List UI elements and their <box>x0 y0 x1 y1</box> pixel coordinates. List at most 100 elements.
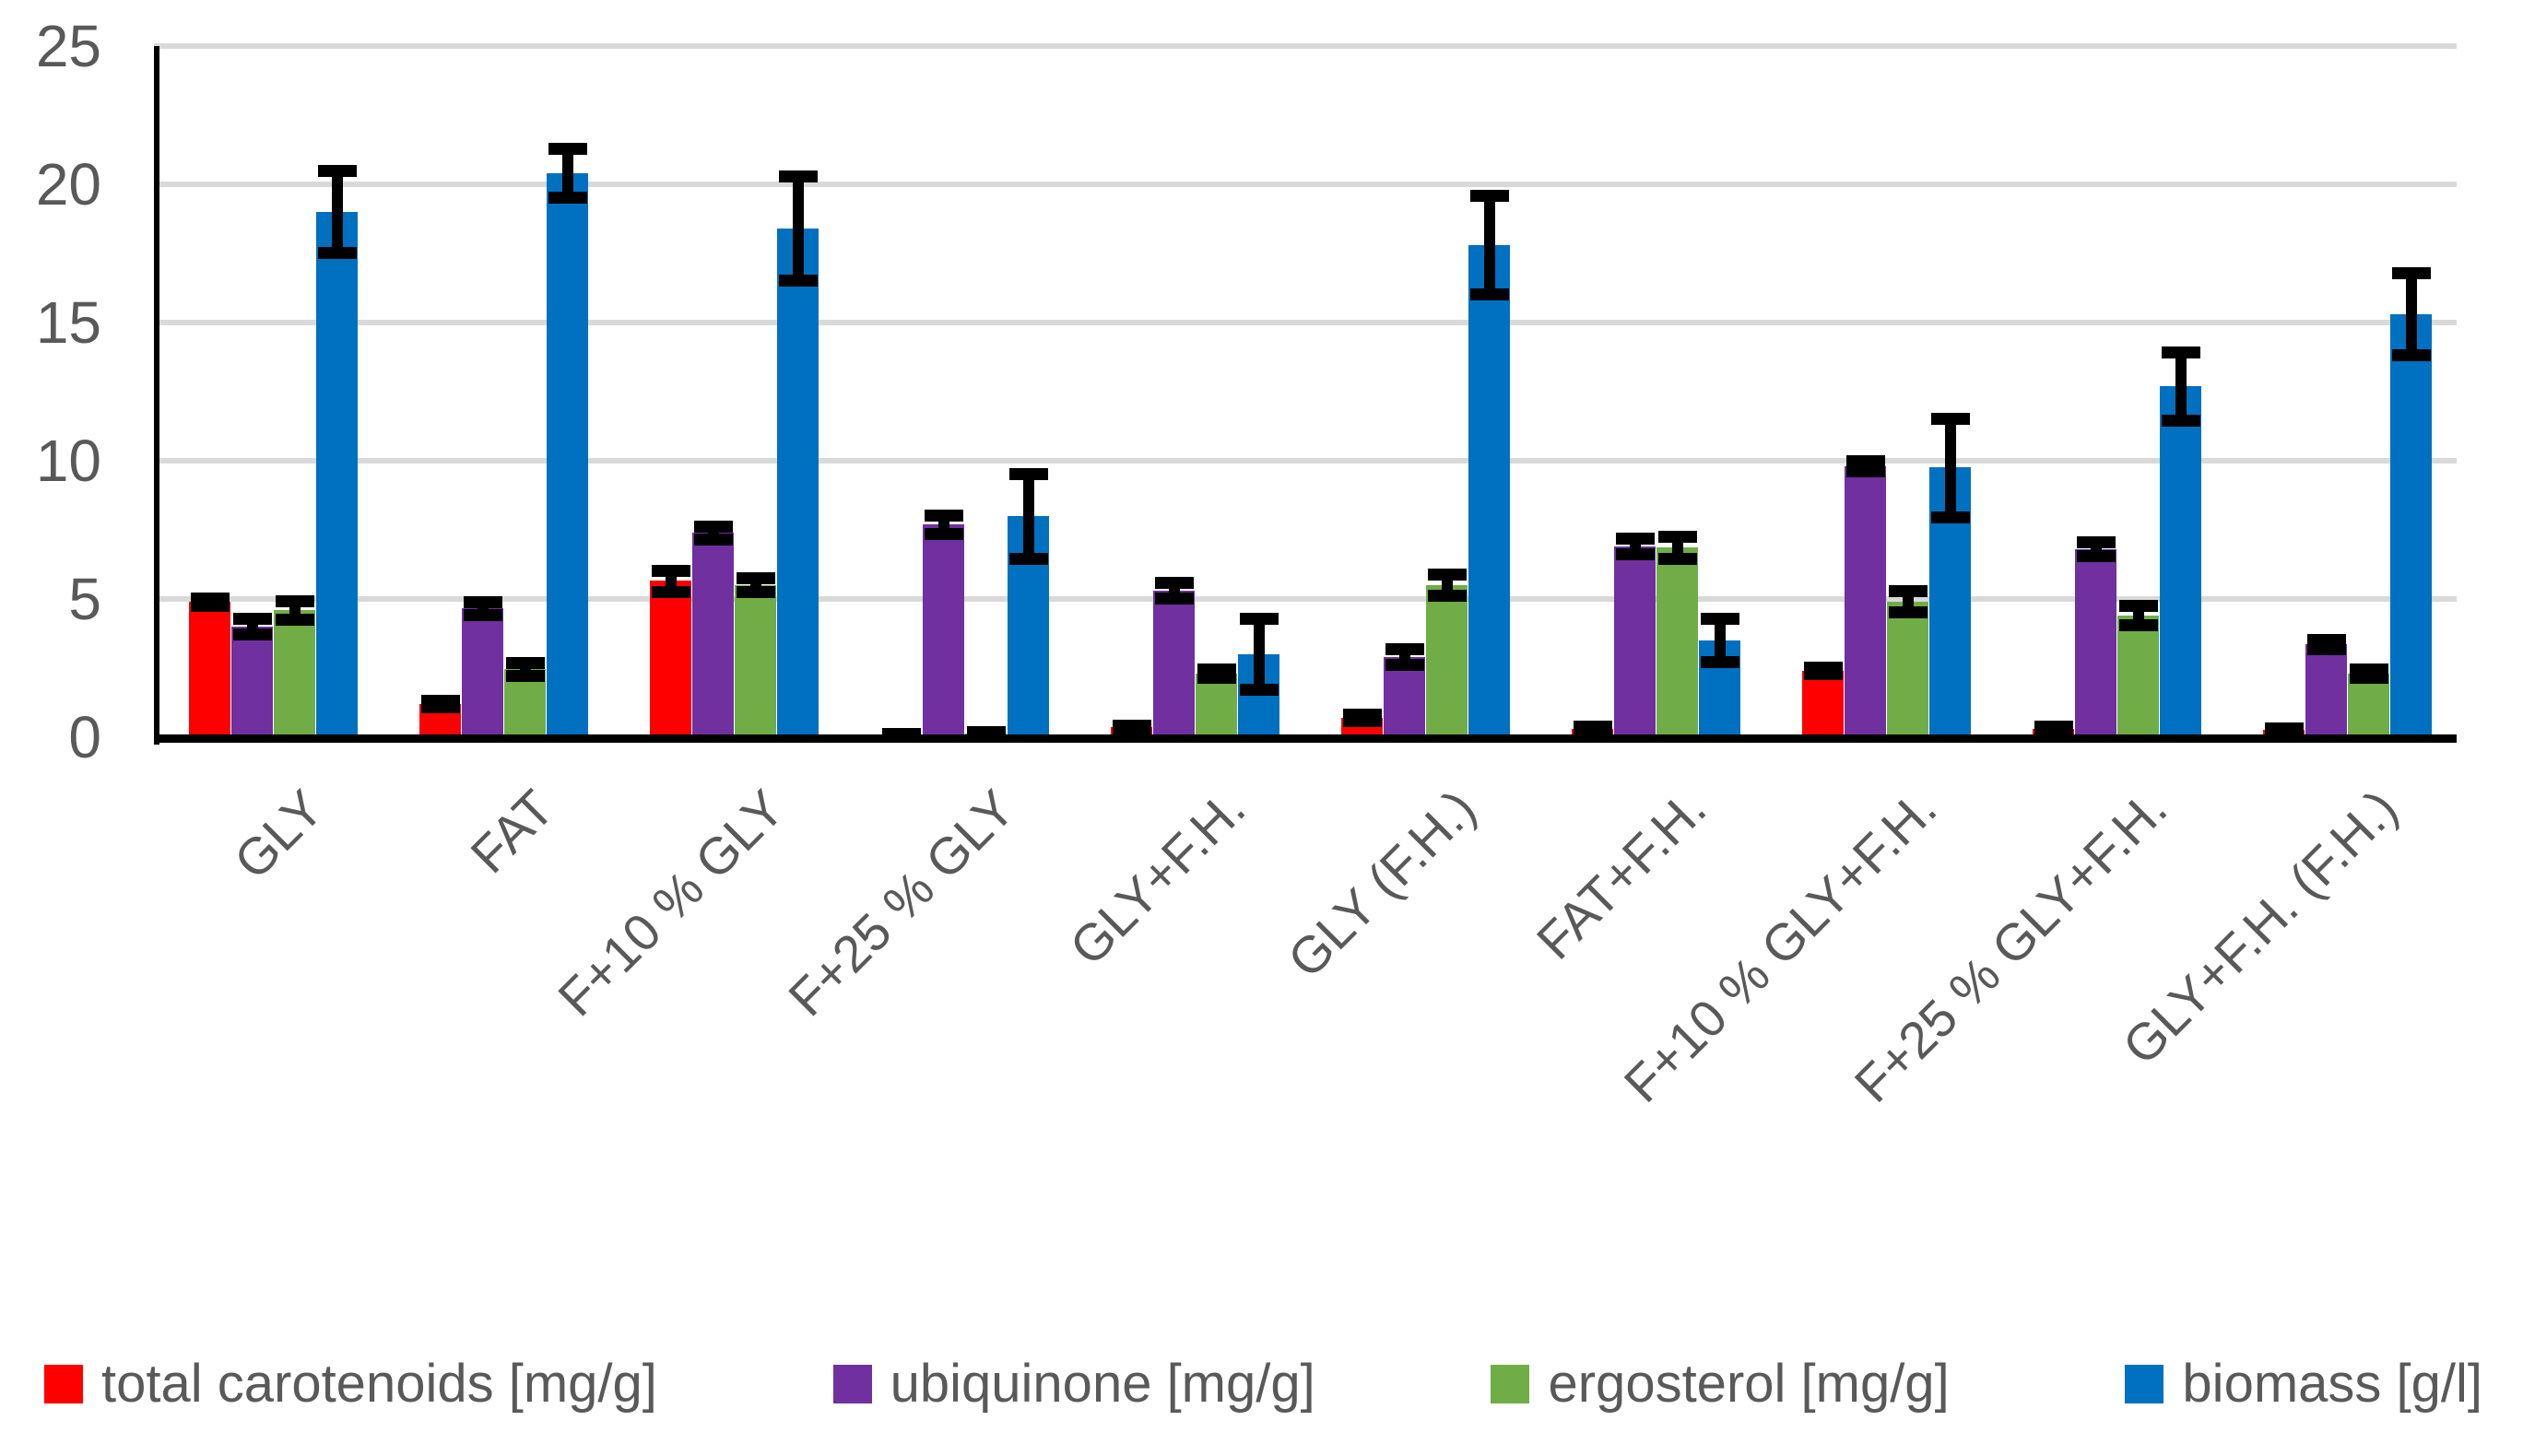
error-bar-cap-bottom <box>2391 349 2431 361</box>
error-bar-cap-bottom <box>1803 667 1843 680</box>
bar-series2-group9 <box>2348 674 2389 737</box>
y-tick-label-5: 5 <box>68 566 101 632</box>
gridline-20 <box>154 182 2457 187</box>
error-bar-cap-bottom <box>505 670 545 682</box>
error-bar-cap-top <box>275 594 314 607</box>
bar-series2-group8 <box>2117 616 2159 737</box>
error-bar-cap-top <box>1615 533 1655 545</box>
bar-series2-group2 <box>735 585 776 737</box>
error-bar-cap-bottom <box>2161 414 2200 427</box>
error-bar-cap-bottom <box>1112 723 1151 736</box>
error-bar-cap-bottom <box>2034 725 2073 737</box>
error-bar-line <box>1714 618 1726 663</box>
bar-series3-group9 <box>2390 314 2432 737</box>
bar-series2-group5 <box>1426 585 1468 737</box>
legend: total carotenoids [mg/g] ubiquinone [mg/g… <box>44 1353 2482 1415</box>
error-bar-cap-top <box>1427 569 1467 581</box>
bar-series0-group7 <box>1802 671 1844 737</box>
error-bar-cap-bottom <box>2118 619 2158 632</box>
error-bar-cap-top <box>2076 535 2116 548</box>
legend-swatch-icon <box>2125 1364 2164 1403</box>
bar-series2-group0 <box>274 610 315 737</box>
error-bar-cap-bottom <box>420 700 460 713</box>
error-bar-cap-bottom <box>317 247 357 259</box>
bar-series2-group7 <box>1887 602 1928 737</box>
error-bar-line <box>1944 417 1956 518</box>
error-bar-cap-bottom <box>463 609 502 621</box>
bar-series3-group0 <box>316 212 358 737</box>
error-bar-line <box>2175 351 2187 421</box>
error-bar-cap-bottom <box>1342 714 1382 727</box>
error-bar-cap-top <box>1239 613 1279 625</box>
error-bar-cap-top <box>693 520 733 533</box>
error-bar-cap-top <box>651 564 690 577</box>
error-bar-cap-top <box>1930 412 1970 425</box>
error-bar-cap-top <box>1845 455 1885 467</box>
error-bar-cap-bottom <box>1657 553 1697 566</box>
legend-item-0: total carotenoids [mg/g] <box>44 1353 657 1415</box>
error-bar-cap-top <box>1469 190 1509 202</box>
error-bar-cap-bottom <box>2076 550 2116 563</box>
error-bar-cap-bottom <box>2306 642 2346 655</box>
error-bar-cap-bottom <box>1700 656 1739 668</box>
error-bar-line <box>561 148 573 198</box>
error-bar-cap-bottom <box>1154 593 1194 605</box>
error-bar-cap-top <box>2349 663 2388 675</box>
y-tick-label-25: 25 <box>35 13 101 79</box>
bar-series1-group2 <box>692 533 734 737</box>
error-bar-cap-bottom <box>651 585 690 598</box>
bar-series3-group8 <box>2160 386 2201 737</box>
error-bar-cap-bottom <box>190 599 230 612</box>
bar-series1-group6 <box>1614 546 1656 737</box>
bar-series1-group3 <box>923 524 964 737</box>
error-bar-cap-top <box>2391 267 2431 279</box>
error-bar-cap-bottom <box>275 613 314 626</box>
error-bar-cap-bottom <box>1573 725 1612 737</box>
bar-series1-group0 <box>231 627 273 737</box>
error-bar-cap-top <box>317 165 357 177</box>
error-bar-cap-top <box>1385 643 1424 655</box>
error-bar-cap-bottom <box>2349 672 2388 685</box>
bar-series1-group4 <box>1153 591 1195 737</box>
error-bar-cap-bottom <box>924 527 963 540</box>
error-bar-cap-top <box>778 170 818 182</box>
error-bar-cap-top <box>1008 467 1048 480</box>
bar-series3-group5 <box>1468 245 1510 737</box>
error-bar-cap-top <box>1888 585 1928 597</box>
error-bar-cap-top <box>232 613 272 625</box>
error-bar-line <box>2405 273 2417 356</box>
bar-series1-group8 <box>2075 549 2116 737</box>
x-axis-line <box>154 734 2457 743</box>
legend-item-2: ergosterol [mg/g] <box>1491 1353 1950 1415</box>
error-bar-cap-bottom <box>693 533 733 546</box>
legend-swatch-icon <box>1491 1364 1530 1403</box>
error-bar-cap-bottom <box>1427 590 1467 602</box>
error-bar-cap-top <box>1154 577 1194 589</box>
gridline-15 <box>154 320 2457 325</box>
error-bar-cap-bottom <box>1930 511 1970 523</box>
bar-series1-group1 <box>462 608 503 737</box>
gridline-5 <box>154 596 2457 602</box>
bar-series3-group2 <box>777 229 819 737</box>
error-bar-cap-top <box>924 509 963 522</box>
error-bar-cap-bottom <box>1888 606 1928 618</box>
error-bar-cap-bottom <box>1385 659 1424 671</box>
bar-series2-group4 <box>1196 674 1237 737</box>
bar-series0-group2 <box>650 581 691 737</box>
bar-series1-group9 <box>2305 644 2347 737</box>
error-bar-cap-bottom <box>1469 288 1509 300</box>
gridline-25 <box>154 43 2457 49</box>
error-bar-cap-top <box>505 657 545 669</box>
error-bar-cap-bottom <box>548 192 587 204</box>
y-tick-label-10: 10 <box>35 428 101 494</box>
error-bar-cap-bottom <box>1615 548 1655 560</box>
legend-label: total carotenoids [mg/g] <box>101 1354 657 1414</box>
error-bar-cap-top <box>2306 634 2346 647</box>
bar-series1-group7 <box>1845 466 1886 737</box>
bar-series2-group6 <box>1656 547 1698 737</box>
error-bar-cap-top <box>2118 599 2158 612</box>
legend-label: ubiquinone [mg/g] <box>890 1354 1315 1414</box>
y-tick-label-20: 20 <box>35 151 101 217</box>
